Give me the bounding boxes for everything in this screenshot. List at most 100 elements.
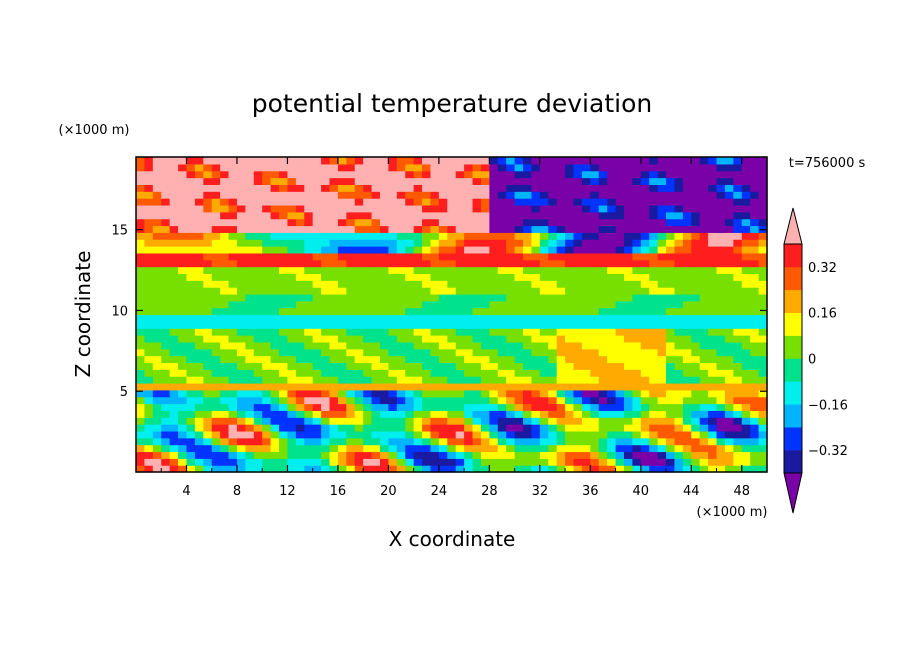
field-cell	[623, 465, 633, 473]
field-cell	[279, 273, 289, 281]
field-cell	[169, 451, 179, 459]
field-cell	[236, 198, 246, 206]
field-cell	[514, 170, 524, 179]
field-cell	[194, 204, 204, 213]
field-cell	[699, 225, 709, 233]
field-cell	[489, 444, 499, 453]
field-cell	[472, 273, 482, 281]
field-cell	[649, 184, 659, 192]
field-cell	[480, 430, 490, 439]
field-cell	[598, 348, 608, 357]
field-cell	[144, 465, 154, 473]
field-cell	[422, 225, 432, 233]
field-cell	[220, 170, 230, 179]
field-cell	[422, 430, 432, 439]
field-cell	[640, 410, 650, 418]
field-cell	[590, 369, 600, 377]
field-cell	[548, 266, 558, 275]
field-cell	[674, 362, 684, 370]
field-cell	[379, 444, 389, 453]
field-cell	[523, 444, 533, 453]
field-cell	[657, 465, 667, 473]
field-cell	[379, 451, 389, 459]
field-cell	[447, 307, 457, 316]
field-cell	[464, 157, 474, 165]
field-cell	[632, 198, 642, 206]
field-cell	[346, 266, 356, 275]
field-cell	[388, 403, 398, 411]
field-cell	[329, 225, 339, 233]
field-cell	[287, 376, 297, 384]
field-cell	[430, 437, 440, 446]
field-cell	[279, 444, 289, 453]
colorbar-segment	[784, 450, 802, 474]
field-cell	[220, 437, 230, 446]
field-cell	[741, 287, 751, 295]
field-cell	[590, 314, 600, 322]
field-cell	[733, 314, 743, 322]
field-cell	[371, 211, 381, 220]
field-cell	[270, 451, 280, 459]
field-cell	[733, 389, 743, 398]
field-cell	[194, 300, 204, 309]
field-cell	[523, 232, 533, 240]
field-cell	[674, 246, 684, 254]
field-cell	[623, 382, 633, 391]
field-cell	[649, 300, 659, 309]
field-cell	[354, 465, 364, 473]
field-cell	[262, 307, 272, 316]
field-cell	[178, 280, 188, 288]
field-cell	[152, 300, 162, 309]
field-cell	[472, 348, 482, 357]
field-cell	[750, 218, 760, 227]
field-cell	[455, 198, 465, 206]
field-cell	[136, 424, 146, 432]
field-cell	[514, 246, 524, 254]
field-cell	[716, 451, 726, 459]
field-cell	[497, 287, 507, 295]
field-cell	[438, 273, 448, 281]
field-cell	[194, 218, 204, 227]
field-cell	[447, 430, 457, 439]
field-cell	[236, 355, 246, 364]
field-cell	[607, 232, 617, 240]
field-cell	[581, 382, 591, 391]
field-cell	[539, 417, 549, 425]
field-cell	[590, 430, 600, 439]
field-cell	[245, 252, 255, 261]
field-cell	[455, 417, 465, 425]
field-cell	[699, 252, 709, 261]
field-cell	[565, 204, 575, 213]
field-cell	[590, 204, 600, 213]
field-cell	[295, 335, 305, 343]
field-cell	[186, 369, 196, 377]
field-cell	[186, 266, 196, 275]
field-cell	[632, 430, 642, 439]
field-cell	[523, 355, 533, 364]
field-cell	[186, 198, 196, 206]
field-cell	[480, 417, 490, 425]
field-cell	[581, 232, 591, 240]
field-cell	[607, 259, 617, 268]
field-cell	[346, 218, 356, 227]
field-cell	[607, 266, 617, 275]
field-cell	[682, 321, 692, 329]
field-cell	[548, 444, 558, 453]
field-cell	[649, 321, 659, 329]
field-cell	[607, 246, 617, 254]
field-cell	[556, 348, 566, 357]
field-cell	[666, 273, 676, 281]
field-cell	[161, 211, 171, 220]
field-cell	[590, 198, 600, 206]
field-cell	[497, 184, 507, 192]
field-cell	[598, 191, 608, 199]
field-cell	[514, 430, 524, 439]
field-cell	[708, 396, 718, 405]
field-cell	[136, 280, 146, 288]
field-cell	[413, 157, 423, 165]
field-cell	[455, 328, 465, 336]
field-cell	[186, 177, 196, 185]
field-cell	[346, 300, 356, 309]
